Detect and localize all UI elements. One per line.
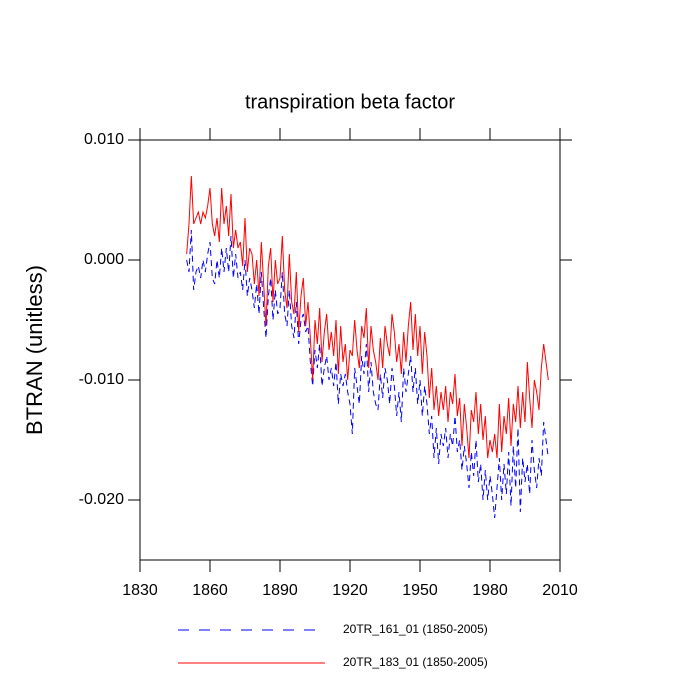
- chart-title: transpiration beta factor: [245, 91, 455, 113]
- y-tick-label: 0.010: [84, 131, 124, 148]
- x-tick-label: 1860: [192, 582, 228, 599]
- y-tick-label: -0.010: [79, 371, 124, 388]
- y-tick-label: 0.000: [84, 251, 124, 268]
- x-tick-label: 1980: [472, 582, 508, 599]
- legend-label: 20TR_161_01 (1850-2005): [343, 622, 488, 636]
- series-line: [186, 229, 549, 519]
- x-tick-label: 1830: [122, 582, 158, 599]
- y-axis-label: BTRAN (unitless): [22, 265, 47, 435]
- x-tick-label: 1950: [402, 582, 438, 599]
- x-tick-label: 1890: [262, 582, 298, 599]
- legend-label: 20TR_183_01 (1850-2005): [343, 655, 488, 669]
- x-tick-label: 1920: [332, 582, 368, 599]
- x-tick-label: 2010: [542, 582, 578, 599]
- y-tick-label: -0.020: [79, 491, 124, 508]
- series-line: [186, 175, 549, 459]
